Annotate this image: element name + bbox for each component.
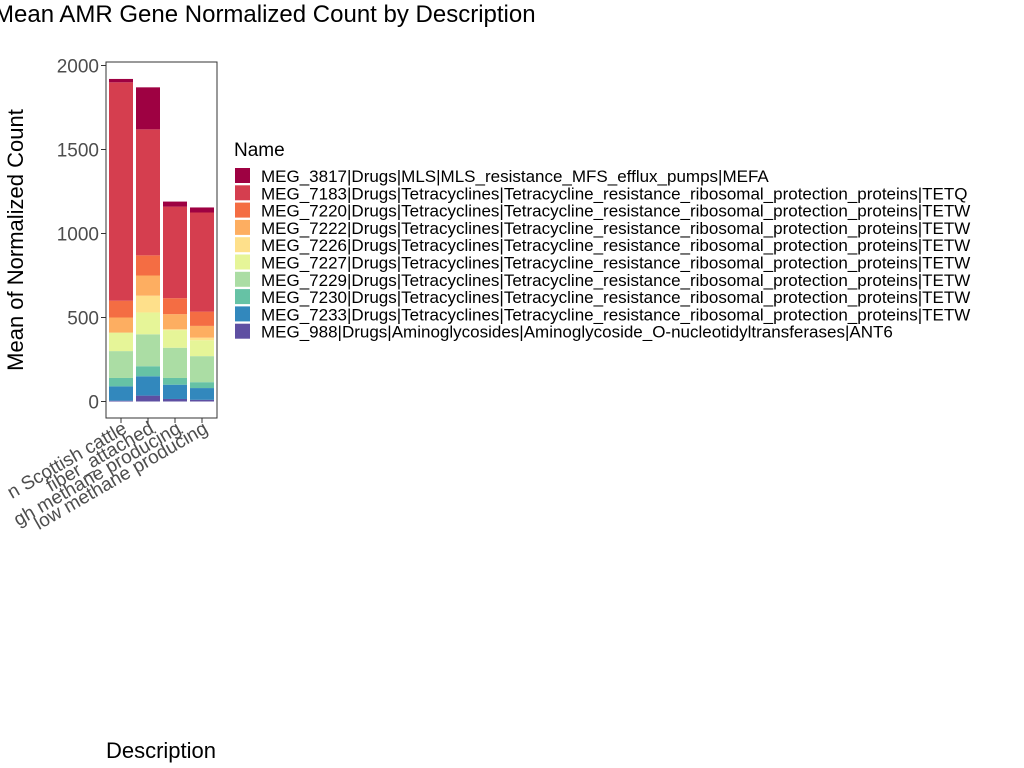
legend-swatch (235, 306, 250, 322)
legend-label: MEG_988|Drugs|Aminoglycosides|Aminoglyco… (261, 323, 893, 342)
bar-segment (136, 255, 160, 276)
bar-segment (109, 351, 133, 378)
bar-segment (109, 78, 133, 83)
bar-segment (136, 366, 160, 377)
chart-title: Mean AMR Gene Normalized Count by Descri… (0, 1, 536, 28)
legend-label: MEG_7220|Drugs|Tetracyclines|Tetracyclin… (261, 202, 970, 221)
bar-segment (136, 395, 160, 402)
legend: Name MEG_3817|Drugs|MLS|MLS_resistance_M… (234, 140, 970, 342)
bar-segment (190, 388, 214, 400)
y-tick-label: 500 (67, 309, 99, 330)
bar-segment (190, 399, 214, 402)
x-axis-title: Description (106, 738, 216, 763)
legend-label: MEG_7229|Drugs|Tetracyclines|Tetracyclin… (261, 271, 970, 290)
legend-swatch (235, 168, 250, 183)
bar-segment (163, 398, 187, 402)
bar-segment (136, 376, 160, 396)
bar-segment (163, 377, 187, 385)
y-tick-label: 1500 (57, 141, 99, 162)
bar-segment (163, 329, 187, 331)
bar-segment (109, 332, 133, 352)
legend-swatch (235, 237, 250, 253)
legend-label: MEG_7227|Drugs|Tetracyclines|Tetracyclin… (261, 254, 970, 273)
bar-segment (190, 311, 214, 326)
bar-segment (136, 87, 160, 130)
bar-segment (136, 129, 160, 256)
plot-panel-border (105, 61, 218, 419)
legend-swatch (235, 219, 250, 235)
y-axis: 0 500 1000 1500 2000 (57, 57, 106, 414)
bar-segment (109, 82, 133, 301)
bar-segment (109, 400, 133, 402)
bar-segment (190, 325, 214, 338)
bar-segment (190, 382, 214, 389)
bar-segment (190, 207, 214, 213)
bars (109, 78, 214, 402)
bar-segment (163, 298, 187, 315)
bar-segment (136, 275, 160, 296)
bar-segment (190, 212, 214, 312)
bar-segment (190, 340, 214, 357)
bar-segment (190, 356, 214, 383)
bar-segment (163, 314, 187, 330)
bar-segment (136, 334, 160, 367)
bar-segment (163, 201, 187, 207)
bar-segment (109, 317, 133, 333)
legend-label: MEG_7226|Drugs|Tetracyclines|Tetracyclin… (261, 236, 970, 255)
legend-swatch (235, 254, 250, 270)
legend-swatch (235, 323, 250, 339)
legend-title: Name (234, 140, 285, 161)
legend-swatch (235, 289, 250, 305)
bar-segment (163, 384, 187, 399)
bar-segment (163, 347, 187, 378)
legend-label: MEG_7222|Drugs|Tetracyclines|Tetracyclin… (261, 219, 970, 238)
legend-swatch (235, 271, 250, 287)
bar-segment (109, 300, 133, 318)
legend-label: MEG_3817|Drugs|MLS|MLS_resistance_MFS_ef… (261, 167, 769, 186)
bar-segment (163, 330, 187, 348)
bar-segment (163, 206, 187, 299)
legend-swatch (235, 202, 250, 218)
legend-label: MEG_7233|Drugs|Tetracyclines|Tetracyclin… (261, 305, 970, 324)
y-axis-title: Mean of Normalized Count (3, 109, 28, 371)
legend-swatch (235, 185, 250, 201)
bar-segment (136, 312, 160, 335)
bar-segment (136, 295, 160, 313)
bar-segment (109, 386, 133, 401)
y-tick-label: 0 (88, 393, 99, 414)
bar-segment (109, 377, 133, 387)
y-tick-label: 1000 (57, 225, 99, 246)
legend-label: MEG_7183|Drugs|Tetracyclines|Tetracyclin… (261, 184, 967, 203)
bar-segment (190, 337, 214, 341)
legend-label: MEG_7230|Drugs|Tetracyclines|Tetracyclin… (261, 288, 970, 307)
y-tick-label: 2000 (57, 57, 99, 78)
